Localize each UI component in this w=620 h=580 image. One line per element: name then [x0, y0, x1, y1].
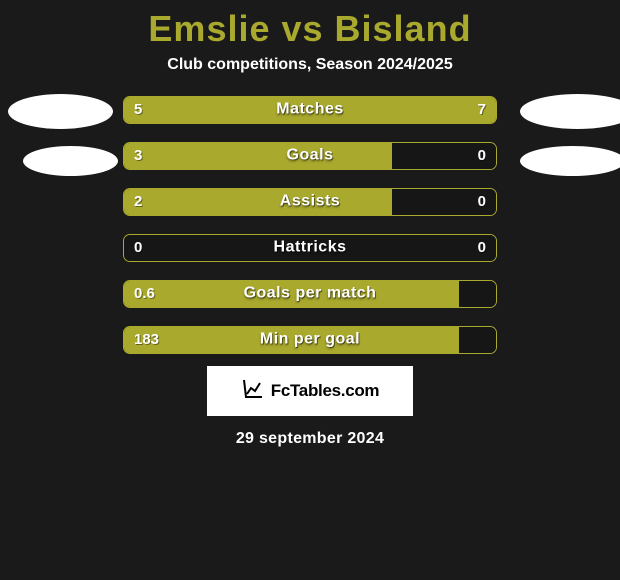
stat-row-goals-per-match: Goals per match 0.6 [123, 280, 497, 308]
logo-text: FcTables.com [271, 381, 380, 401]
bar-segment-left [124, 189, 392, 215]
stat-value-left: 5 [134, 101, 142, 118]
stat-value-left: 0.6 [134, 285, 155, 302]
avatar-placeholder-right-small [520, 146, 620, 176]
stat-value-right: 7 [478, 101, 486, 118]
bar-segment-left [124, 97, 280, 123]
bar-segment-mid [459, 281, 496, 307]
stat-row-goals: Goals 3 0 [123, 142, 497, 170]
stat-row-hattricks: Hattricks 0 0 [123, 234, 497, 262]
stat-label: Min per goal [260, 330, 360, 348]
page-title: Emslie vs Bisland [148, 8, 471, 50]
avatar-placeholder-left-large [8, 94, 113, 129]
bar-segment-mid [459, 327, 496, 353]
stat-label: Assists [280, 192, 340, 210]
stat-row-min-per-goal: Min per goal 183 [123, 326, 497, 354]
stat-row-assists: Assists 2 0 [123, 188, 497, 216]
stat-value-right: 0 [478, 147, 486, 164]
bar-segment-left [124, 143, 392, 169]
date-line: 29 september 2024 [236, 430, 384, 448]
stat-label: Hattricks [274, 238, 347, 256]
stat-value-left: 2 [134, 193, 142, 210]
avatar-placeholder-left-small [23, 146, 118, 176]
stat-label: Goals [287, 146, 334, 164]
stat-bars: Matches57Goals30Assists20Hattricks00Goal… [123, 96, 497, 354]
stat-row-matches: Matches 5 7 [123, 96, 497, 124]
stat-label: Matches [276, 100, 344, 118]
avatar-placeholder-right-large [520, 94, 620, 129]
chart-icon [241, 377, 265, 406]
stat-value-right: 0 [478, 239, 486, 256]
stat-value-left: 0 [134, 239, 142, 256]
page-subtitle: Club competitions, Season 2024/2025 [167, 56, 452, 74]
stat-label: Goals per match [244, 284, 377, 302]
stat-value-right: 0 [478, 193, 486, 210]
comparison-card: Emslie vs Bisland Club competitions, Sea… [0, 0, 620, 448]
stat-value-left: 3 [134, 147, 142, 164]
fctables-logo: FcTables.com [207, 366, 413, 416]
stat-value-left: 183 [134, 331, 159, 348]
